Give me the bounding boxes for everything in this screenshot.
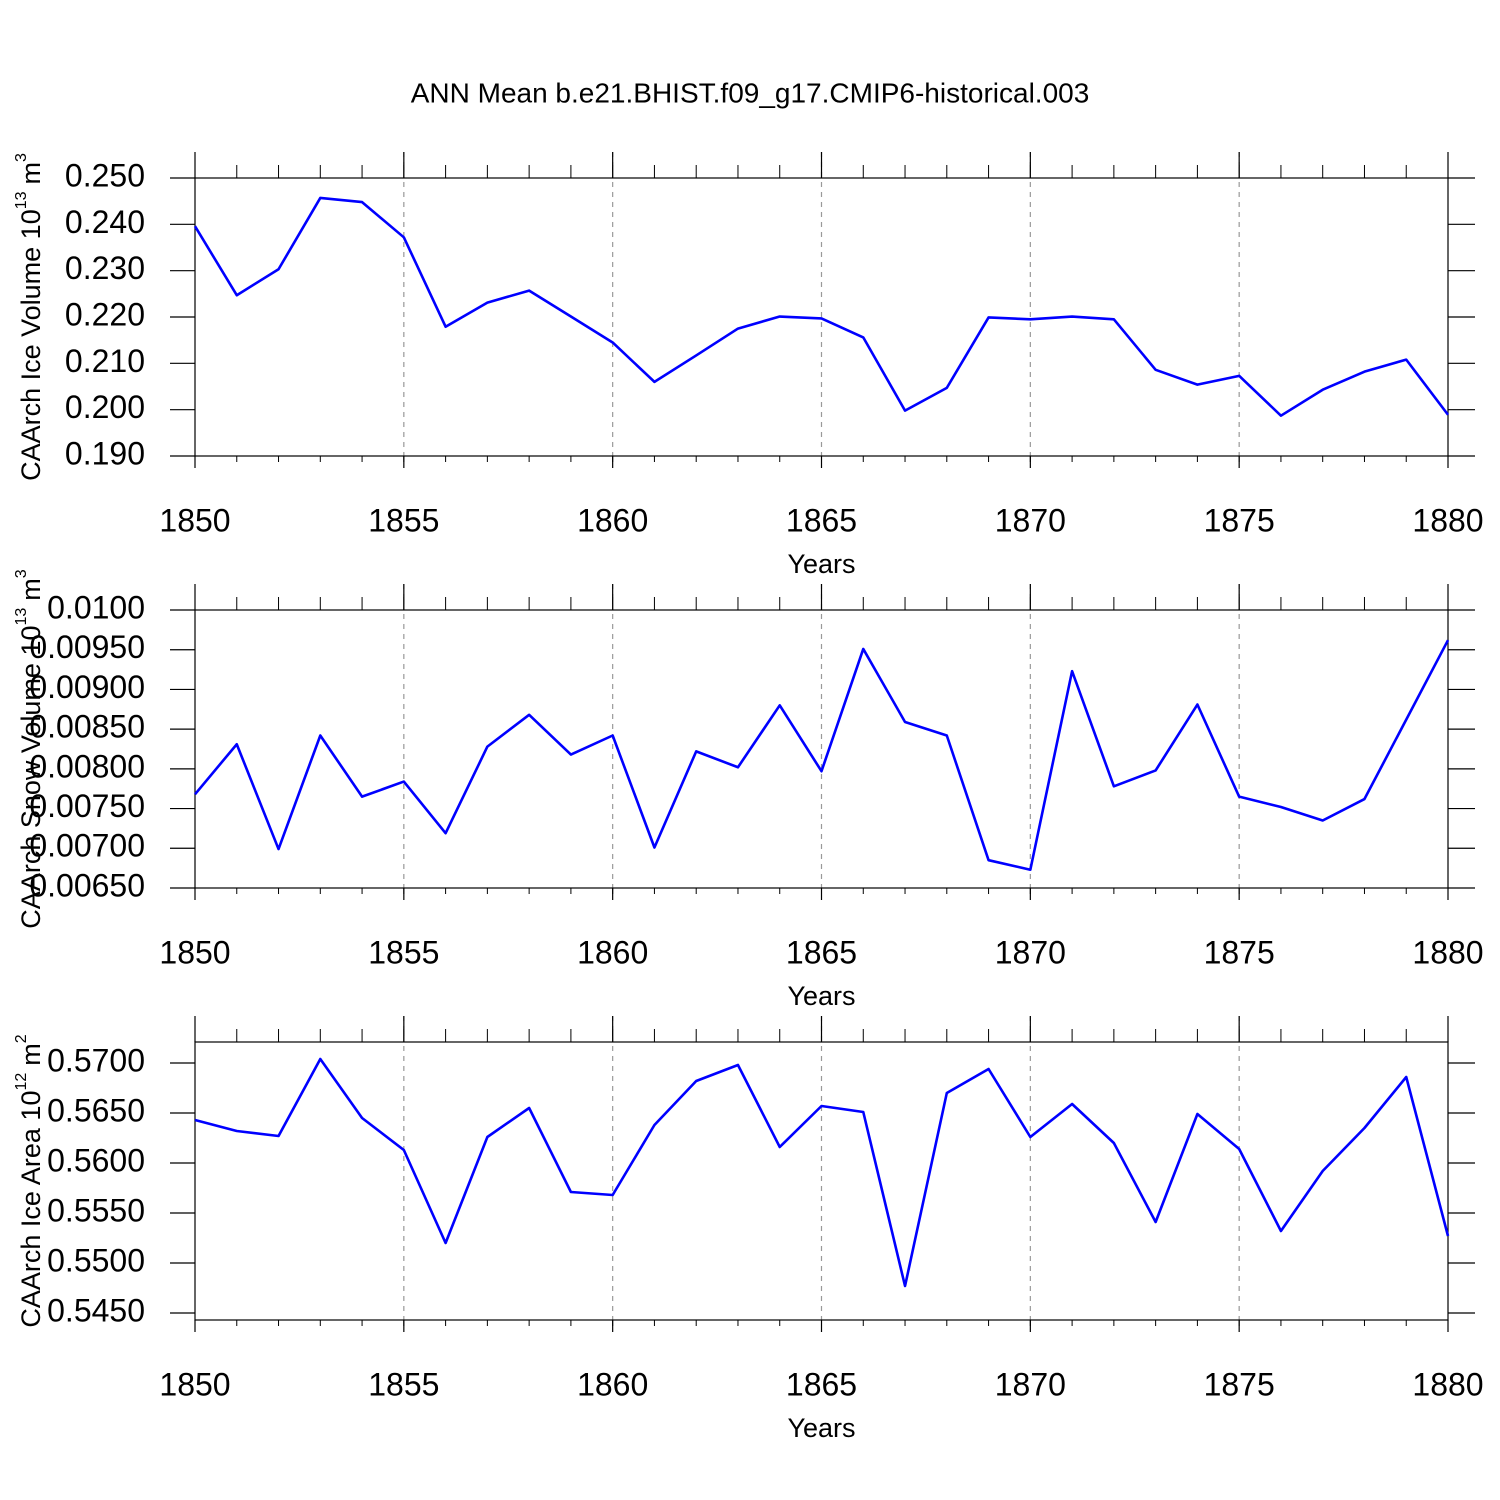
y-axis-label: CAArch Snow Volume 1013 m3 <box>13 569 46 928</box>
y-tick-label: 0.220 <box>65 296 145 332</box>
y-label-text: CAArch Snow Volume 10 <box>16 626 46 929</box>
x-axis-label: Years <box>787 1413 855 1443</box>
y-label-unit: m <box>16 1043 46 1066</box>
x-tick-label: 1865 <box>786 934 857 970</box>
y-axis-label: CAArch Ice Volume 1013 m3 <box>13 153 46 481</box>
y-label-unit-exponent: 3 <box>13 569 30 578</box>
plot-frame <box>194 609 1449 889</box>
y-tick-label: 0.190 <box>65 435 145 471</box>
y-tick-label: 0.5500 <box>47 1242 145 1278</box>
y-tick-label: 0.5700 <box>47 1042 145 1078</box>
x-tick-label: 1880 <box>1412 502 1483 538</box>
y-tick-label: 0.5600 <box>47 1142 145 1178</box>
y-tick-label: 0.240 <box>65 204 145 240</box>
x-tick-label: 1855 <box>368 1366 439 1402</box>
y-tick-label: 0.00700 <box>29 828 145 864</box>
y-label-text: CAArch Ice Area 10 <box>16 1091 46 1328</box>
y-tick-label: 0.5550 <box>47 1192 145 1228</box>
x-tick-label: 1850 <box>159 502 230 538</box>
y-label-exponent: 13 <box>13 191 30 209</box>
y-label-text: CAArch Ice Volume 10 <box>16 209 46 481</box>
x-tick-label: 1870 <box>995 1366 1066 1402</box>
y-tick-label: 0.00650 <box>29 867 145 903</box>
y-tick-label: 0.210 <box>65 343 145 379</box>
x-tick-label: 1880 <box>1412 1366 1483 1402</box>
x-tick-label: 1875 <box>1204 1366 1275 1402</box>
x-tick-label: 1880 <box>1412 934 1483 970</box>
y-tick-label: 0.200 <box>65 389 145 425</box>
chart-title: ANN Mean b.e21.BHIST.f09_g17.CMIP6-histo… <box>411 77 1090 108</box>
x-tick-label: 1850 <box>159 934 230 970</box>
x-tick-label: 1870 <box>995 934 1066 970</box>
y-tick-label: 0.5450 <box>47 1292 145 1328</box>
y-label-unit: m <box>16 578 46 601</box>
x-tick-label: 1860 <box>577 934 648 970</box>
y-label-exponent: 12 <box>13 1073 30 1091</box>
x-tick-label: 1875 <box>1204 934 1275 970</box>
y-tick-label: 0.00750 <box>29 788 145 824</box>
x-axis-label: Years <box>787 549 855 579</box>
x-tick-label: 1865 <box>786 1366 857 1402</box>
x-tick-label: 1870 <box>995 502 1066 538</box>
x-axis-label: Years <box>787 981 855 1011</box>
data-line <box>193 196 1450 417</box>
data-line <box>194 639 1450 872</box>
y-label-unit: m <box>16 162 46 185</box>
y-tick-label: 0.250 <box>65 157 145 193</box>
y-tick-label: 0.5650 <box>47 1092 145 1128</box>
x-tick-label: 1850 <box>159 1366 230 1402</box>
data-line <box>194 1057 1450 1288</box>
x-tick-label: 1855 <box>368 934 439 970</box>
y-tick-label: 0.0100 <box>47 589 145 625</box>
plot-frame <box>194 1041 1449 1321</box>
y-label-exponent: 13 <box>13 608 30 626</box>
x-tick-label: 1860 <box>577 502 648 538</box>
y-tick-label: 0.00950 <box>29 629 145 665</box>
x-tick-label: 1860 <box>577 1366 648 1402</box>
y-tick-label: 0.00800 <box>29 748 145 784</box>
plot-frame <box>194 177 1449 457</box>
y-tick-label: 0.00850 <box>29 709 145 745</box>
x-tick-label: 1865 <box>786 502 857 538</box>
y-label-unit-exponent: 2 <box>13 1034 30 1043</box>
y-tick-label: 0.00900 <box>29 669 145 705</box>
x-tick-label: 1875 <box>1204 502 1275 538</box>
y-label-unit-exponent: 3 <box>13 153 30 162</box>
y-tick-label: 0.230 <box>65 250 145 286</box>
x-tick-label: 1855 <box>368 502 439 538</box>
y-axis-label: CAArch Ice Area 1012 m2 <box>13 1034 46 1327</box>
